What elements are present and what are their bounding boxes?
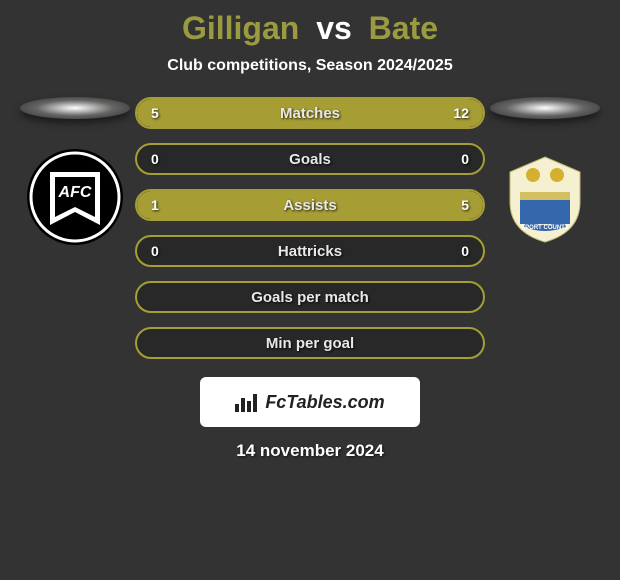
stat-label: Matches [280,105,340,122]
stat-label: Goals per match [251,289,369,306]
fctables-badge: FcTables.com [200,377,420,427]
stat-fill-right [196,191,483,219]
stat-row: Min per goal [135,327,485,359]
comparison-container: Gilligan vs Bate Club competitions, Seas… [0,0,620,580]
stat-row: 0 0 Goals [135,143,485,175]
stat-value-left: 0 [151,151,159,167]
title: Gilligan vs Bate [182,10,438,47]
stat-row: 0 0 Hattricks [135,235,485,267]
stat-row: 5 12 Matches [135,97,485,129]
stat-row: 1 5 Assists [135,189,485,221]
stat-value-right: 12 [453,105,469,121]
stat-fill-right [237,99,483,127]
player1-name: Gilligan [182,10,299,46]
stat-value-right: 0 [461,151,469,167]
fctables-text: FcTables.com [265,392,384,413]
subtitle: Club competitions, Season 2024/2025 [167,57,452,75]
stat-label: Hattricks [278,243,342,260]
stat-value-left: 5 [151,105,159,121]
vs-text: vs [316,10,352,46]
stat-value-left: 1 [151,197,159,213]
left-platform [20,97,130,119]
stat-value-left: 0 [151,243,159,259]
stat-row: Goals per match [135,281,485,313]
left-badge-svg: AFC [25,147,125,247]
right-side: XPORT COUNTY [485,97,605,247]
svg-text:XPORT COUNTY: XPORT COUNTY [521,225,569,231]
stat-label: Assists [283,197,336,214]
date-text: 14 november 2024 [236,441,383,461]
right-badge-svg: XPORT COUNTY [495,147,595,247]
left-badge: AFC [25,147,125,247]
left-side: AFC [15,97,135,247]
player2-name: Bate [369,10,438,46]
right-badge: XPORT COUNTY [495,147,595,247]
chart-icon [235,392,259,412]
stat-label: Min per goal [266,335,354,352]
stat-label: Goals [289,151,331,168]
stat-fill-left [137,191,196,219]
main-area: AFC 5 12 Matches 0 0 Goals 1 5 Assists 0 0 Hattrick… [0,97,620,359]
right-platform [490,97,600,119]
stat-value-right: 5 [461,197,469,213]
svg-text:AFC: AFC [58,184,92,201]
stat-value-right: 0 [461,243,469,259]
stats-column: 5 12 Matches 0 0 Goals 1 5 Assists 0 0 Hattricks Goa… [135,97,485,359]
